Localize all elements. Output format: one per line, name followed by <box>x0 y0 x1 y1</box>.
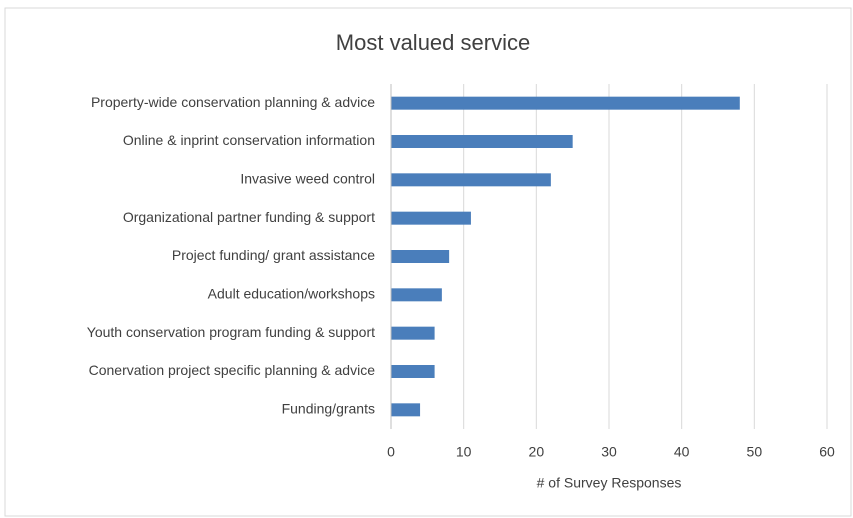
bar <box>391 250 450 263</box>
x-tick-label: 50 <box>747 444 763 460</box>
bar <box>391 288 442 302</box>
x-tick-label: 40 <box>674 444 690 460</box>
y-tick-label: Funding/grants <box>282 401 375 417</box>
y-tick-label: Property-wide conservation planning & ad… <box>91 94 375 110</box>
y-tick-label: Organizational partner funding & support <box>123 209 375 225</box>
y-tick-label: Project funding/ grant assistance <box>172 247 375 263</box>
x-tick-label: 0 <box>387 444 395 460</box>
bar <box>391 135 573 148</box>
y-tick-label: Online & inprint conservation informatio… <box>123 132 375 148</box>
bar <box>391 365 435 378</box>
y-tick-label: Youth conservation program funding & sup… <box>87 324 375 340</box>
x-tick-label: 60 <box>819 444 835 460</box>
x-tick-label: 20 <box>529 444 545 460</box>
y-tick-label: Conervation project specific planning & … <box>89 362 376 378</box>
x-tick-label: 30 <box>601 444 617 460</box>
bar <box>391 211 471 225</box>
bar <box>391 326 435 340</box>
y-tick-label: Invasive weed control <box>240 171 375 187</box>
bar <box>391 173 551 187</box>
x-tick-label: 10 <box>456 444 472 460</box>
bar <box>391 403 421 417</box>
bar <box>391 96 740 110</box>
x-axis-label: # of Survey Responses <box>537 475 682 491</box>
chart-title: Most valued service <box>336 30 530 55</box>
y-tick-label: Adult education/workshops <box>208 286 375 302</box>
